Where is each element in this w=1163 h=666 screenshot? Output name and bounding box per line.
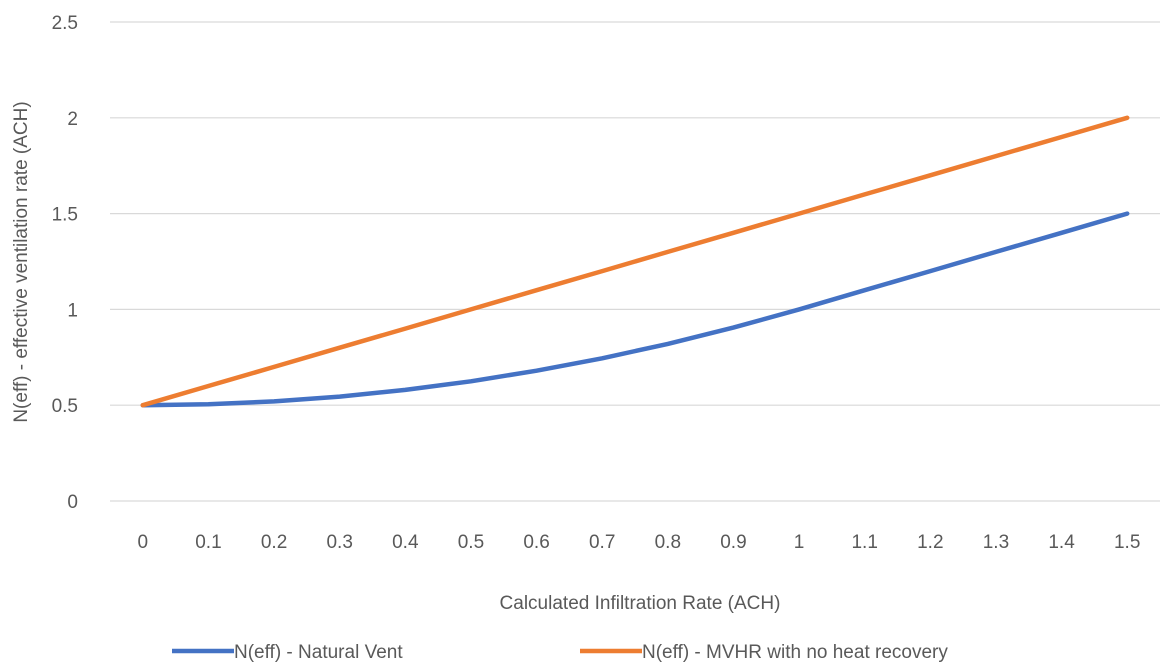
gridlines — [110, 21, 1160, 502]
legend: N(eff) - Natural Vent N(eff) - MVHR with … — [172, 642, 948, 663]
y-axis-title: N(eff) - effective ventilation rate (ACH… — [11, 101, 32, 422]
y-tick-label: 0 — [67, 492, 78, 513]
y-tick-label: 2.5 — [52, 13, 78, 34]
x-tick-label: 0.6 — [523, 532, 549, 553]
series-group — [140, 115, 1130, 408]
series-line-1 — [140, 211, 1130, 408]
x-tick-label: 1.3 — [983, 532, 1009, 553]
x-axis-title: Calculated Infiltration Rate (ACH) — [500, 593, 781, 614]
x-tick-label: 0.1 — [195, 532, 221, 553]
x-tick-label: 0.8 — [655, 532, 681, 553]
y-tick-label: 0.5 — [52, 396, 78, 417]
x-tick-label: 1.1 — [851, 532, 877, 553]
x-tick-label: 0.4 — [392, 532, 419, 553]
y-tick-label: 1.5 — [52, 205, 78, 226]
x-tick-label: 0.7 — [589, 532, 615, 553]
x-tick-label: 1.4 — [1048, 532, 1075, 553]
x-tick-label: 0.2 — [261, 532, 287, 553]
x-axis-ticks: 0 0.1 0.2 0.3 0.4 0.5 0.6 0.7 0.8 0.9 1 1.1 1.2 1.3 1.… — [138, 532, 1141, 553]
x-tick-label: 1.2 — [917, 532, 943, 553]
x-tick-label: 0.5 — [458, 532, 484, 553]
y-axis-ticks: 0 0.5 1 1.5 2 2.5 — [52, 13, 78, 513]
x-tick-label: 0 — [138, 532, 149, 553]
x-tick-label: 0.9 — [720, 532, 746, 553]
x-tick-label: 1 — [794, 532, 805, 553]
legend-label: N(eff) - Natural Vent — [234, 642, 403, 663]
x-tick-label: 1.5 — [1114, 532, 1140, 553]
series-line-2 — [140, 115, 1130, 408]
y-tick-label: 2 — [67, 109, 78, 130]
legend-label: N(eff) - MVHR with no heat recovery — [642, 642, 948, 663]
x-tick-label: 0.3 — [326, 532, 352, 553]
y-tick-label: 1 — [67, 300, 78, 321]
